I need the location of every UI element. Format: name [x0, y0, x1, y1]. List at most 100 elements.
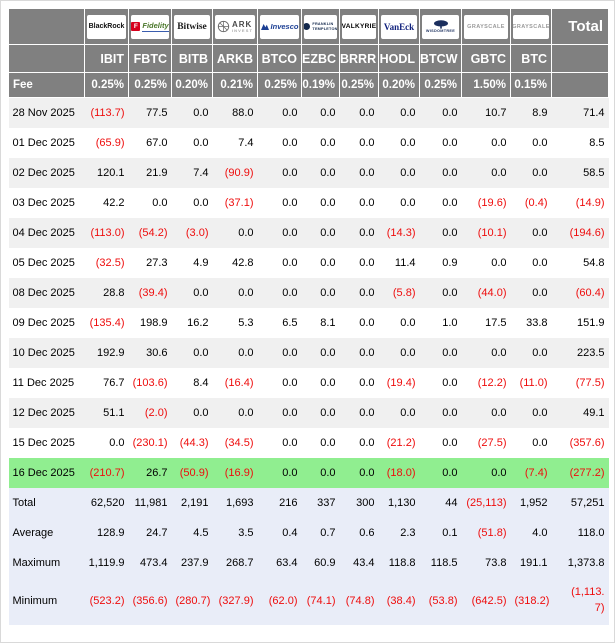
value-cell: 0.0	[532, 166, 548, 179]
summary-value-cell: 11,981	[134, 496, 168, 509]
value-cell: 0.0	[320, 136, 336, 149]
value-cell: 0.0	[282, 106, 298, 119]
value-cell: 88.0	[232, 106, 254, 119]
grayscale-logo: GRAYSCALE	[513, 14, 549, 39]
total-column-header: Total	[551, 8, 609, 45]
summary-value-cell: (318.2)	[514, 595, 550, 607]
ticker-gbtc: GBTC	[461, 44, 511, 73]
value-cell: (16.4)	[224, 376, 254, 389]
value-cell: (18.0)	[386, 466, 416, 479]
value-cell: 0.0	[532, 436, 548, 449]
value-cell: 0.0	[400, 136, 416, 149]
summary-label: Average	[12, 526, 54, 539]
date-cell: 08 Dec 2025	[12, 286, 75, 299]
value-cell: 16.2	[187, 316, 209, 329]
valkyrie-wordmark: VALKYRIE	[342, 23, 376, 30]
summary-label: Maximum	[12, 556, 61, 569]
value-cell: 0.0	[282, 196, 298, 209]
corner-cell	[8, 8, 85, 45]
value-cell: 0.0	[193, 346, 209, 359]
ticker-hodl: HODL	[378, 44, 420, 73]
date-cell: 28 Nov 2025	[12, 106, 75, 119]
value-cell: 0.0	[320, 436, 336, 449]
value-cell: 0.0	[359, 376, 375, 389]
value-cell: 0.0	[442, 136, 458, 149]
value-cell: 0.0	[359, 436, 375, 449]
value-cell: 0.9	[442, 256, 458, 269]
table-row: 02 Dec 2025 120.1 21.9 7.4 (90.9) 0.0 0.0 0.0 0.…	[8, 157, 609, 188]
blackrock-logo: BlackRock	[87, 14, 126, 39]
fee-row-label: Fee	[8, 72, 85, 98]
summary-value-cell: 62,520	[90, 496, 125, 509]
date-cell: 10 Dec 2025	[12, 346, 75, 359]
value-cell: (210.7)	[89, 466, 125, 479]
ticker-fbtc: FBTC	[128, 44, 172, 73]
value-cell: (90.9)	[224, 166, 254, 179]
ark-globe-icon	[217, 20, 230, 33]
value-cell: 0.0	[320, 286, 336, 299]
summary-value-cell: 63.4	[276, 556, 298, 569]
value-cell: 0.0	[193, 286, 209, 299]
value-cell: 0.0	[359, 406, 375, 419]
value-cell: 0.0	[359, 466, 375, 479]
value-cell: 5.3	[238, 316, 254, 329]
value-cell: 0.0	[282, 466, 298, 479]
value-cell: 49.1	[583, 406, 605, 419]
value-cell: 7.4	[193, 166, 209, 179]
summary-value-cell: 473.4	[139, 556, 168, 569]
summary-value-cell: (74.8)	[345, 595, 375, 607]
table-row: 12 Dec 2025 51.1 (2.0) 0.0 0.0 0.0 0.0 0.0 0.0 0.…	[8, 397, 609, 428]
fee-ezbc: 0.19%	[301, 72, 340, 98]
table-row: 10 Dec 2025 192.9 30.6 0.0 0.0 0.0 0.0 0.0 0.0 0.…	[8, 337, 609, 368]
value-cell: (50.9)	[179, 466, 209, 479]
value-cell: (54.2)	[138, 226, 168, 239]
value-cell: 0.0	[442, 436, 458, 449]
summary-value-cell: 1,373.8	[567, 556, 605, 569]
ark-wordmark: ARK INVEST	[231, 20, 254, 33]
etf-flow-table: BlackRock F Fidelity Bitwise ARK INVEST Invesc…	[8, 8, 609, 625]
date-cell: 05 Dec 2025	[12, 256, 75, 269]
table-row: 01 Dec 2025 (65.9) 67.0 0.0 7.4 0.0 0.0 0.0 0.0 0…	[9, 128, 609, 158]
fee-row-total-spacer	[551, 72, 609, 98]
value-cell: 0.0	[442, 106, 458, 119]
value-cell: 11.4	[394, 256, 416, 269]
summary-value-cell: 2.3	[400, 526, 416, 539]
value-cell: 0.0	[282, 346, 298, 359]
summary-value-cell: 337	[317, 496, 336, 509]
summary-value-cell: 1,952	[519, 496, 548, 509]
ark-subtext: INVEST	[231, 27, 254, 33]
summary-value-cell: 3.5	[238, 526, 254, 539]
value-cell: 0.0	[320, 346, 336, 359]
value-cell: (113.0)	[90, 226, 125, 239]
value-cell: (135.4)	[89, 316, 125, 329]
value-cell: 0.0	[359, 256, 375, 269]
invesco-wordmark: Invesco	[270, 22, 299, 31]
value-cell: 26.7	[146, 466, 168, 479]
value-cell: 0.0	[400, 106, 416, 119]
value-cell: 8.5	[589, 136, 605, 149]
value-cell: 151.9	[576, 316, 605, 329]
value-cell: (10.1)	[477, 226, 507, 239]
fee-arkb: 0.21%	[212, 72, 258, 98]
date-cell: 03 Dec 2025	[12, 196, 75, 209]
summary-label: Total	[12, 496, 36, 509]
fee-btcw: 0.25%	[419, 72, 462, 98]
value-cell: 0.0	[238, 346, 254, 359]
value-cell: 0.0	[152, 196, 168, 209]
value-cell: 0.0	[320, 196, 336, 209]
blackrock-wordmark: BlackRock	[88, 23, 125, 30]
fidelity-logo-cell: F Fidelity	[128, 8, 172, 45]
value-cell: (21.2)	[386, 436, 416, 449]
wisdomtree-logo-cell: WISDOMTREE	[419, 8, 462, 45]
value-cell: 42.2	[103, 196, 125, 209]
fee-brrr: 0.25%	[339, 72, 379, 98]
value-cell: 0.0	[193, 136, 209, 149]
date-cell: 11 Dec 2025	[12, 376, 75, 389]
value-cell: (19.6)	[477, 196, 507, 209]
franklin-circle-icon	[304, 23, 311, 30]
date-cell: 16 Dec 2025	[12, 466, 75, 479]
value-cell: 42.8	[232, 256, 254, 269]
value-cell: 192.9	[96, 346, 125, 359]
summary-value-cell: 128.9	[96, 526, 125, 539]
fidelity-wordmark: Fidelity	[142, 21, 169, 32]
